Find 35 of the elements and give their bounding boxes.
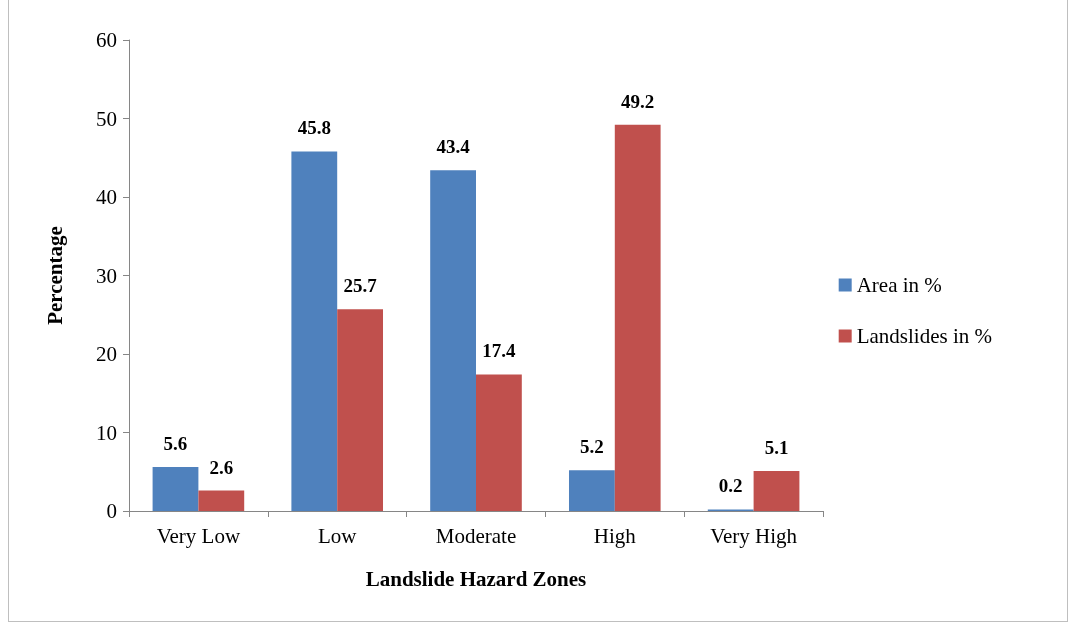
data-label: 0.2: [718, 475, 743, 497]
y-tick-label: 40: [96, 185, 117, 209]
data-label: 2.6: [209, 456, 234, 478]
bar: [337, 309, 383, 511]
x-tick-label: Low: [317, 523, 358, 548]
y-tick-label: 50: [96, 106, 117, 131]
bar: [476, 374, 522, 511]
y-axis-title: Percentage: [42, 226, 67, 325]
data-label: 5.6: [163, 433, 188, 455]
data-label: 49.2: [621, 90, 655, 112]
y-tick-label: 30: [96, 263, 117, 288]
x-tick-label: Moderate: [435, 523, 517, 548]
x-tick-label: High: [593, 523, 637, 548]
bar: [569, 470, 615, 511]
bar: [152, 467, 199, 511]
data-label: 25.7: [343, 275, 378, 297]
x-tick-label: Very High: [710, 523, 798, 548]
bar: [430, 170, 476, 511]
data-label: 5.1: [764, 436, 789, 458]
legend-label: Area in %: [856, 273, 942, 297]
bar: [614, 124, 661, 511]
y-tick-label: 20: [96, 342, 117, 366]
y-tick-label: 10: [96, 420, 117, 445]
x-tick-label: Very Low: [156, 523, 241, 548]
bar: [198, 490, 245, 511]
legend-label: Landslides in %: [856, 324, 992, 348]
data-label: 43.4: [436, 136, 471, 158]
y-tick-label: 0: [106, 499, 117, 523]
data-label: 45.8: [297, 117, 331, 139]
data-label: 5.2: [580, 436, 604, 458]
y-tick-label: 60: [96, 28, 117, 52]
bar: [753, 470, 800, 511]
x-axis-title: Landslide Hazard Zones: [365, 566, 587, 591]
bar: [291, 151, 338, 511]
data-label: 17.4: [482, 340, 517, 362]
